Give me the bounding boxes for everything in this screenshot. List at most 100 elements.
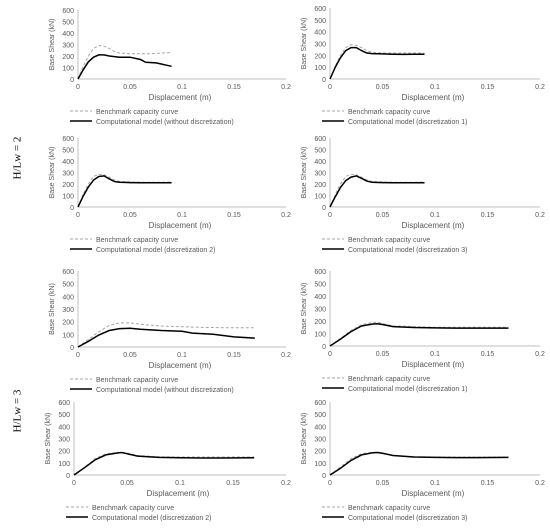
y-tick-label: 100: [62, 66, 74, 73]
model-series-line: [329, 175, 425, 208]
y-axis-title: Base Shear (kN): [301, 413, 308, 465]
y-tick-label: 500: [314, 282, 326, 289]
x-tick-label: 0.2: [535, 480, 545, 487]
benchmark-series-line: [329, 173, 425, 208]
legend-entry: Benchmark capacity curve: [96, 109, 178, 116]
chart-panel-1: 0 100 200 300 400 500 600 0 0.05 0.1 0.15 0.2 Displa…: [49, 8, 291, 126]
y-axis-title: Base Shear (kN): [49, 283, 56, 335]
x-tick-label: 0.2: [535, 212, 545, 219]
x-tick-label: 0.1: [177, 84, 187, 91]
x-tick-label: 0: [328, 480, 332, 487]
y-tick-label: 200: [62, 182, 74, 189]
y-tick-label: 200: [314, 319, 326, 326]
legend-entry: Computational model (discretization 1): [348, 119, 467, 126]
model-series-line: [329, 323, 509, 347]
legend-entry: Computational model (discretization 2): [96, 247, 215, 254]
chart-panel-3: 0 100 200 300 400 500 600 0 0.05 0.1 0.15 0.2 Displa…: [49, 136, 291, 254]
legend-entry: Benchmark capacity curve: [348, 237, 430, 244]
y-tick-label: 0: [70, 345, 74, 352]
y-tick-label: 0: [322, 77, 326, 84]
x-axis-title: Displacement (m): [402, 221, 465, 230]
legend-entry: Benchmark capacity curve: [348, 109, 430, 116]
model-series-line: [329, 46, 425, 80]
x-axis-title: Displacement (m): [149, 361, 212, 370]
model-series-line: [77, 175, 172, 208]
y-tick-label: 0: [322, 205, 326, 212]
y-tick-label: 100: [314, 332, 326, 339]
row-label-h-lw-3: H/Lw = 3: [11, 389, 24, 433]
legend-entry: Computational model (discretization 2): [92, 515, 211, 522]
model-series-line: [77, 54, 172, 80]
x-axis-title: Displacement (m): [147, 489, 210, 498]
benchmark-series-line: [73, 451, 255, 476]
x-tick-label: 0.2: [535, 351, 545, 358]
chart-panel-4: 0 100 200 300 400 500 600 0 0.05 0.1 0.15 0.2 Displa…: [301, 136, 545, 254]
y-tick-label: 0: [322, 344, 326, 351]
y-tick-label: 0: [66, 473, 70, 480]
legend-entry: Benchmark capacity curve: [92, 505, 174, 512]
y-tick-label: 300: [314, 171, 326, 178]
y-tick-label: 400: [314, 424, 326, 431]
x-axis-title: Displacement (m): [149, 93, 212, 102]
y-axis-title: Base Shear (kN): [301, 283, 308, 335]
row-label-h-lw-2: H/Lw = 2: [11, 136, 24, 180]
x-tick-label: 0.05: [123, 212, 137, 219]
y-tick-label: 600: [314, 6, 326, 13]
chart-panel-2: 0 100 200 300 400 500 600 0 0.05 0.1 0.15 0.2 Displa…: [301, 6, 545, 126]
x-tick-label: 0: [72, 480, 76, 487]
x-tick-label: 0.1: [430, 84, 440, 91]
y-tick-label: 100: [314, 194, 326, 201]
y-tick-label: 300: [62, 171, 74, 178]
y-tick-label: 400: [314, 30, 326, 37]
y-tick-label: 100: [314, 461, 326, 468]
legend-entry: Benchmark capacity curve: [348, 376, 430, 383]
benchmark-series-line: [329, 451, 509, 476]
x-tick-label: 0.1: [430, 351, 440, 358]
y-axis-title: Base Shear (kN): [301, 18, 308, 70]
x-tick-label: 0.2: [281, 352, 291, 359]
y-tick-label: 0: [70, 205, 74, 212]
y-tick-label: 600: [62, 269, 74, 276]
benchmark-series-line: [77, 45, 172, 80]
legend-entry: Computational model (discretization 3): [348, 247, 467, 254]
x-tick-label: 0.15: [481, 212, 495, 219]
y-tick-label: 200: [314, 53, 326, 60]
x-tick-label: 0.15: [227, 352, 241, 359]
legend-entry: Computational model (discretization 1): [348, 386, 467, 393]
x-tick-label: 0.05: [376, 351, 390, 358]
y-tick-label: 400: [314, 294, 326, 301]
x-tick-label: 0.05: [120, 480, 134, 487]
chart-panel-7: 0 100 200 300 400 500 600 0 0.05 0.1 0.15 0.2 Displa…: [45, 400, 291, 522]
x-tick-label: 0.05: [123, 84, 137, 91]
x-tick-label: 0.2: [281, 212, 291, 219]
x-tick-label: 0.1: [175, 480, 185, 487]
y-tick-label: 500: [314, 18, 326, 25]
legend-entry: Benchmark capacity curve: [96, 237, 178, 244]
x-tick-label: 0: [328, 351, 332, 358]
x-axis-title: Displacement (m): [402, 360, 465, 369]
benchmark-series-line: [329, 44, 425, 80]
y-tick-label: 200: [62, 54, 74, 61]
chart-panel-8: 0 100 200 300 400 500 600 0 0.05 0.1 0.15 0.2 Displa…: [301, 400, 545, 522]
model-series-line: [73, 451, 255, 476]
y-tick-label: 200: [58, 449, 70, 456]
y-tick-label: 500: [314, 148, 326, 155]
model-series-line: [77, 327, 255, 348]
x-tick-label: 0.1: [177, 212, 187, 219]
x-tick-label: 0.15: [481, 480, 495, 487]
x-tick-label: 0.05: [376, 480, 390, 487]
y-tick-label: 400: [62, 31, 74, 38]
y-tick-label: 600: [62, 136, 74, 143]
benchmark-series-line: [329, 321, 509, 347]
y-tick-label: 300: [58, 437, 70, 444]
x-axis-title: Displacement (m): [402, 93, 465, 102]
y-tick-label: 300: [62, 307, 74, 314]
y-tick-label: 500: [314, 412, 326, 419]
legend-entry: Computational model (without discretizat…: [96, 119, 234, 126]
x-tick-label: 0.2: [281, 84, 291, 91]
benchmark-series-line: [77, 322, 255, 348]
x-tick-label: 0.05: [376, 212, 390, 219]
y-tick-label: 300: [314, 42, 326, 49]
